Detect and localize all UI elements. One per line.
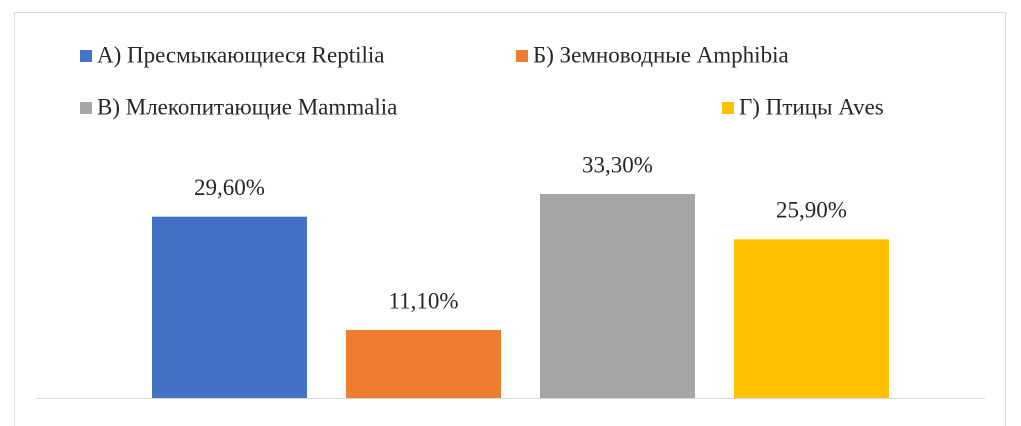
legend-label: А) Пресмыкающиеся Reptilia xyxy=(97,42,385,67)
bar xyxy=(734,239,889,398)
value-label: 29,60% xyxy=(194,175,265,200)
legend-label: Б) Земноводные Amphibia xyxy=(533,42,789,67)
legend-swatch xyxy=(516,50,528,62)
bar xyxy=(540,194,695,398)
bar xyxy=(152,216,307,398)
value-label: 25,90% xyxy=(776,198,847,223)
legend-label: В) Млекопитающие Mammalia xyxy=(97,94,397,119)
legend-label: Г) Птицы Aves xyxy=(739,94,884,119)
legend-swatch xyxy=(80,102,92,114)
value-label: 11,10% xyxy=(388,288,458,313)
legend-swatch xyxy=(80,50,92,62)
bar xyxy=(346,330,501,398)
legend-swatch xyxy=(722,102,734,114)
value-label: 33,30% xyxy=(582,152,653,177)
